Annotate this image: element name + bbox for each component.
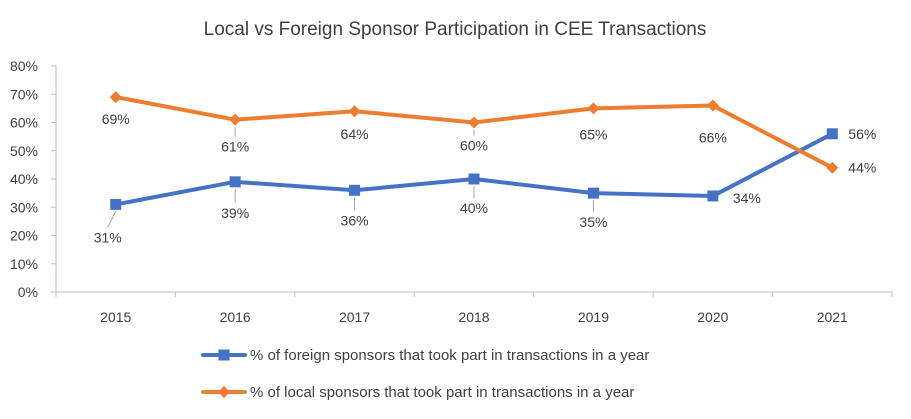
data-point-marker [349, 184, 361, 196]
x-tick-label: 2020 [697, 309, 728, 325]
data-label: 60% [460, 138, 488, 154]
y-tick-label: 20% [10, 228, 38, 244]
x-tick-label: 2019 [578, 309, 609, 325]
data-label: 36% [341, 212, 369, 228]
data-point-marker [587, 102, 600, 115]
y-tick-label: 0% [18, 284, 38, 300]
data-point-marker [587, 187, 599, 199]
data-label: 31% [94, 229, 122, 245]
plot-area: 0% 10% 20% 30% 40% 50% 60% 70% 80% 2015 2016 2017 20… [10, 58, 893, 401]
y-tick-label: 40% [10, 171, 38, 187]
data-label: 56% [848, 126, 876, 142]
legend-label: % of local sponsors that took part in tr… [250, 384, 634, 401]
data-label: 65% [579, 126, 607, 142]
y-tick-label: 50% [10, 143, 38, 159]
y-tick-label: 10% [10, 256, 38, 272]
y-tick-label: 70% [10, 86, 38, 102]
data-label: 66% [699, 130, 727, 146]
data-point-marker [229, 176, 241, 188]
data-label: 64% [341, 126, 369, 142]
data-point-marker [468, 173, 480, 185]
legend-label: % of foreign sponsors that took part in … [250, 347, 649, 364]
data-label-leader [107, 211, 117, 228]
data-point-marker [706, 99, 719, 112]
data-label: 44% [848, 160, 876, 176]
data-label: 69% [102, 111, 130, 127]
data-point-marker [229, 113, 242, 126]
data-point-marker [110, 198, 122, 210]
x-tick-label: 2015 [100, 309, 131, 325]
data-point-marker [468, 116, 480, 129]
data-point-marker [826, 161, 839, 174]
data-point-marker [109, 91, 122, 104]
x-tick-label: 2017 [339, 309, 370, 325]
data-point-marker [826, 128, 838, 140]
data-label: 40% [460, 200, 488, 216]
legend-marker [218, 386, 230, 398]
data-label: 61% [221, 139, 249, 155]
data-label: 34% [733, 190, 761, 206]
data-label: 35% [579, 214, 607, 230]
y-tick-label: 30% [10, 199, 38, 215]
chart-title: Local vs Foreign Sponsor Participation i… [204, 19, 707, 40]
y-tick-label: 80% [10, 58, 38, 74]
y-tick-label: 60% [10, 115, 38, 131]
legend-marker [218, 349, 230, 361]
x-tick-label: 2021 [817, 309, 848, 325]
data-point-marker [707, 190, 719, 202]
x-tick-label: 2018 [458, 309, 489, 325]
data-point-marker [348, 105, 361, 118]
x-tick-label: 2016 [220, 309, 251, 325]
data-label: 39% [221, 205, 249, 221]
